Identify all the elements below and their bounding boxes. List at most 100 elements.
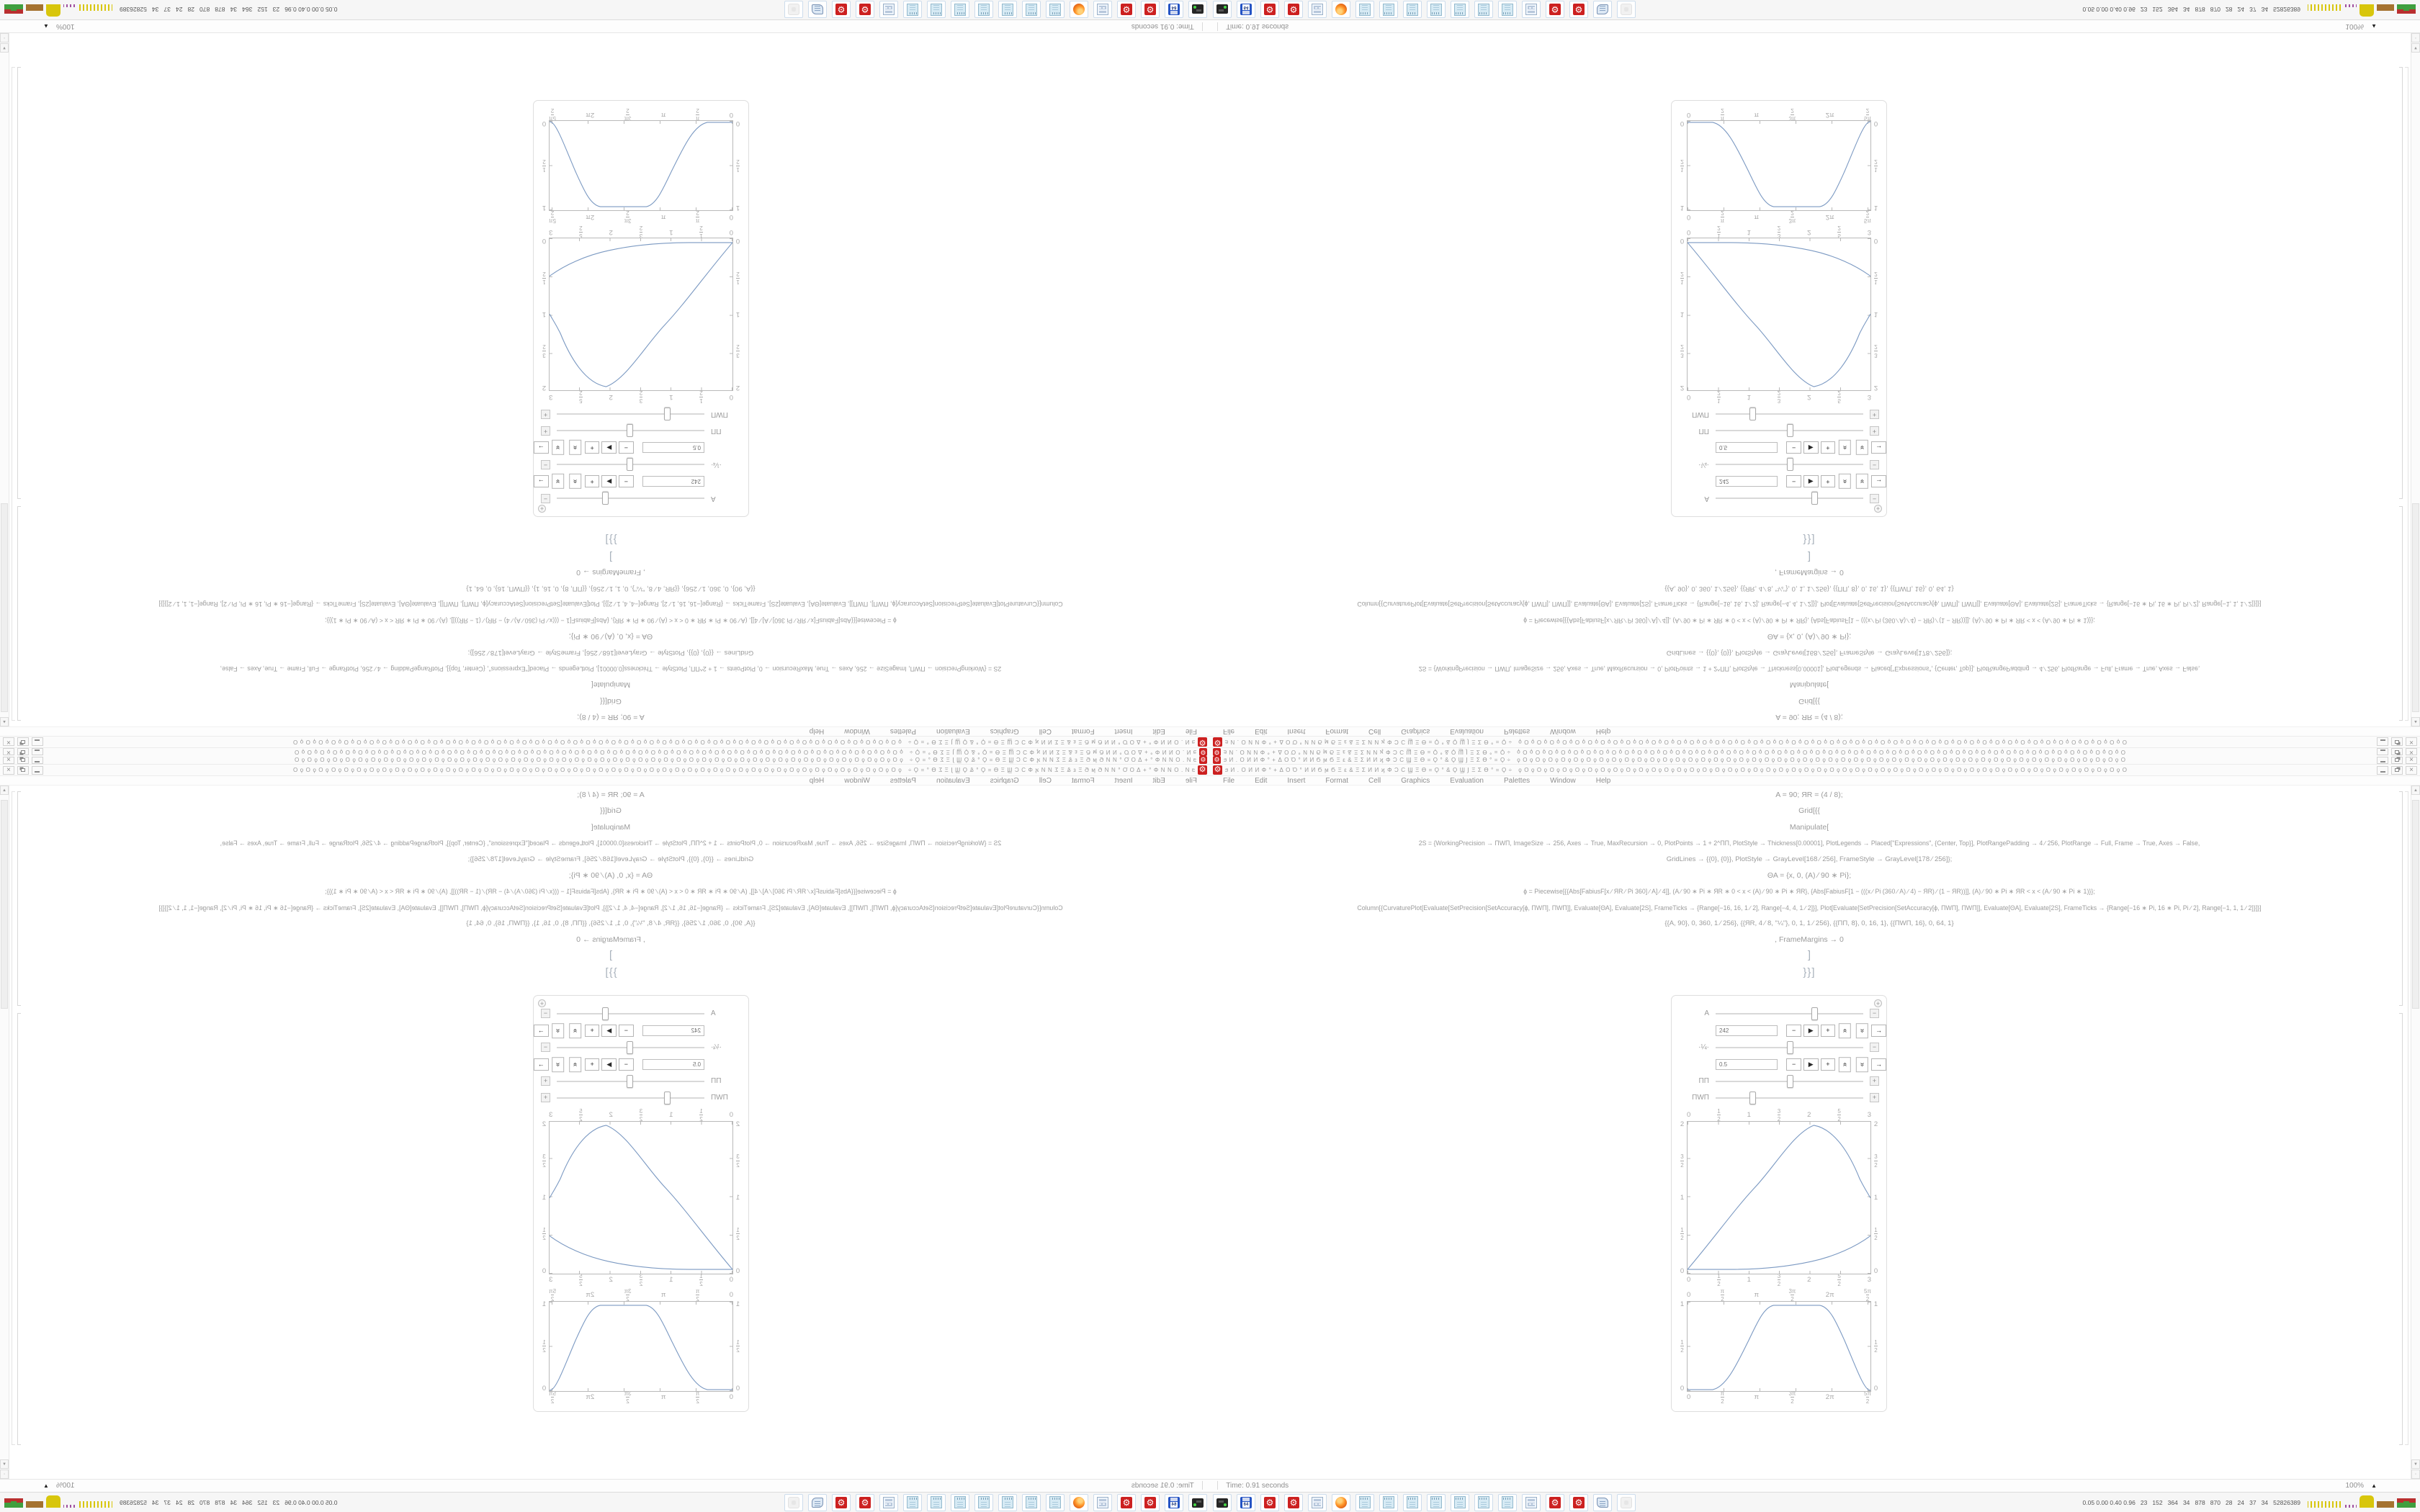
increment-button[interactable]: + — [584, 441, 600, 454]
scrollbar-thumb[interactable] — [1, 503, 8, 712]
faster-button[interactable]: « — [1838, 474, 1851, 490]
window-titlebar-front[interactable]: ⚙ ϧИ.ОИИΦ°+ΔΟΌ°ИИϬϻϬΞε&ΞΣИИϗΦϽϹϢΞϴ=Ϙ°&ϘϢ… — [0, 736, 1210, 747]
slider-PP[interactable] — [557, 424, 704, 438]
scroll-up-button[interactable]: ▲ — [0, 786, 9, 795]
taskbar-button-notepad[interactable] — [1427, 1, 1446, 19]
menu-item[interactable]: File — [1223, 776, 1235, 785]
scroll-down-button[interactable]: ▼ — [0, 1459, 9, 1469]
restore-button[interactable] — [2391, 765, 2403, 775]
value-field[interactable]: 0.5 — [1716, 1058, 1778, 1070]
taskbar-button-notepad[interactable] — [1022, 1, 1041, 19]
collapse-toggle[interactable]: − — [541, 460, 550, 469]
slider-PWP[interactable] — [557, 1091, 704, 1104]
scrollbar-grip[interactable]: ▫ — [0, 1470, 9, 1479]
menu-item[interactable]: File — [1223, 727, 1235, 736]
magnification-popup-icon[interactable]: ▲ — [2371, 23, 2377, 30]
play-button[interactable]: ▶ — [601, 475, 617, 488]
slider-thumb[interactable] — [627, 458, 634, 472]
play-button[interactable]: ▶ — [601, 1058, 617, 1071]
slider-A[interactable] — [557, 1007, 704, 1020]
expand-toggle[interactable]: + — [1870, 1076, 1879, 1086]
code-cell[interactable]: A = 90; ЯR = (4 / 8); Grid[{{Manipulate[2… — [1210, 787, 2408, 981]
slider-thumb[interactable] — [1749, 408, 1757, 421]
play-button[interactable]: ▶ — [1803, 1058, 1819, 1071]
expand-toggle[interactable]: + — [541, 410, 550, 419]
taskbar-button-calculator[interactable] — [1308, 1, 1327, 19]
magnification-value[interactable]: 100% — [55, 22, 75, 30]
menu-item[interactable]: Help — [1595, 727, 1611, 736]
menu-item[interactable]: Help — [1595, 776, 1611, 785]
notebook-content[interactable]: A = 90; ЯR = (4 / 8); Grid[{{Manipulate[2… — [0, 33, 1210, 726]
taskbar-button-notepad[interactable] — [927, 1, 946, 19]
menu-item[interactable]: Graphics — [1401, 776, 1430, 785]
menu-item[interactable]: Format — [1071, 776, 1095, 785]
menu-item[interactable]: Palettes — [1504, 776, 1531, 785]
slider-thumb[interactable] — [601, 1007, 609, 1020]
faster-button[interactable]: « — [1838, 1022, 1851, 1038]
taskbar-button-disk-drive[interactable] — [1188, 1, 1207, 19]
menu-item[interactable]: Evaluation — [1450, 727, 1484, 736]
magnification-value[interactable]: 100% — [2345, 22, 2365, 30]
menu-item[interactable]: Palettes — [1504, 727, 1531, 736]
menu-item[interactable]: Format — [1325, 776, 1349, 785]
menu-item[interactable]: Insert — [1287, 727, 1306, 736]
slider-quarter[interactable] — [1716, 1040, 1863, 1054]
code-cell[interactable]: A = 90; ЯR = (4 / 8); Grid[{{Manipulate[2… — [12, 531, 1210, 725]
play-button[interactable]: ▶ — [601, 441, 617, 454]
taskbar-button-notepad[interactable] — [903, 1493, 922, 1511]
decrement-button[interactable]: − — [1786, 441, 1801, 454]
taskbar-button-notepad[interactable] — [951, 1, 969, 19]
output-cell-bracket[interactable] — [17, 67, 21, 499]
taskbar-button-notepad[interactable] — [1427, 1493, 1446, 1511]
cell-group-bracket[interactable] — [2405, 791, 2408, 1445]
decrement-button[interactable]: − — [1786, 1024, 1801, 1037]
decrement-button[interactable]: − — [619, 1024, 634, 1037]
magnification-popup-icon[interactable]: ▲ — [43, 1482, 49, 1489]
cell-group-bracket[interactable] — [12, 67, 15, 721]
expand-toggle[interactable]: + — [541, 1093, 550, 1102]
menu-item[interactable]: File — [1185, 776, 1197, 785]
expand-toggle[interactable]: + — [1870, 410, 1879, 419]
taskbar-button-ghost[interactable] — [1617, 1493, 1636, 1511]
value-field[interactable]: 0.5 — [1716, 442, 1778, 454]
menu-item[interactable]: Format — [1071, 727, 1095, 736]
taskbar-button-notepad[interactable] — [1451, 1, 1469, 19]
minimize-button[interactable] — [2377, 756, 2388, 764]
taskbar-button-calculator[interactable] — [879, 1, 898, 19]
window-titlebar-front[interactable]: ⚙ ϧИ.ОИИΦ°+ΔΟΌ°ИИϬϻϬΞε&ΞΣИИϗΦϽϹϢΞϴ=Ϙ°&ϘϢ… — [1210, 736, 2420, 747]
scrollbar-thumb[interactable] — [1, 800, 8, 1009]
slower-button[interactable]: » — [552, 1056, 565, 1072]
menu-item[interactable]: Cell — [1368, 776, 1381, 785]
goto-end-button[interactable]: → — [534, 1024, 549, 1037]
slower-button[interactable]: » — [1855, 1056, 1868, 1072]
value-field[interactable]: 242 — [642, 476, 704, 487]
notebook-scrollbar[interactable]: ▲ ▼ ▫ — [0, 786, 9, 1479]
taskbar-button-notepad[interactable] — [903, 1, 922, 19]
goto-end-button[interactable]: → — [534, 441, 549, 454]
slower-button[interactable]: » — [1855, 1022, 1868, 1038]
scroll-down-button[interactable]: ▼ — [2411, 1459, 2420, 1469]
goto-end-button[interactable]: → — [534, 1058, 549, 1071]
menu-item[interactable]: Help — [809, 776, 825, 785]
slider-thumb[interactable] — [1811, 1007, 1819, 1020]
taskbar-button-gear[interactable]: ⚙ — [856, 1, 874, 19]
menu-item[interactable]: Cell — [1368, 727, 1381, 736]
scrollbar-thumb[interactable] — [2412, 800, 2419, 1009]
taskbar-button-gear[interactable]: ⚙ — [1117, 1493, 1136, 1511]
slider-A[interactable] — [1716, 1007, 1863, 1020]
taskbar-button-notepad[interactable] — [1474, 1493, 1493, 1511]
goto-end-button[interactable]: → — [1871, 475, 1886, 488]
goto-end-button[interactable]: → — [1871, 1058, 1886, 1071]
taskbar-button-scroll[interactable] — [808, 1493, 827, 1511]
minimize-button[interactable] — [32, 748, 43, 756]
menu-item[interactable]: Graphics — [990, 727, 1019, 736]
taskbar-button-notepad[interactable] — [1355, 1493, 1374, 1511]
taskbar-button-notepad[interactable] — [1498, 1, 1517, 19]
manipulate-menu-button[interactable]: + — [538, 505, 546, 513]
taskbar-button-ghost[interactable] — [784, 1, 803, 19]
restore-button[interactable] — [2391, 756, 2403, 764]
taskbar-button-ghost[interactable] — [1617, 1, 1636, 19]
taskbar-button-notepad[interactable] — [951, 1493, 969, 1511]
slower-button[interactable]: » — [1855, 440, 1868, 456]
slider-PWP[interactable] — [1716, 1091, 1863, 1104]
